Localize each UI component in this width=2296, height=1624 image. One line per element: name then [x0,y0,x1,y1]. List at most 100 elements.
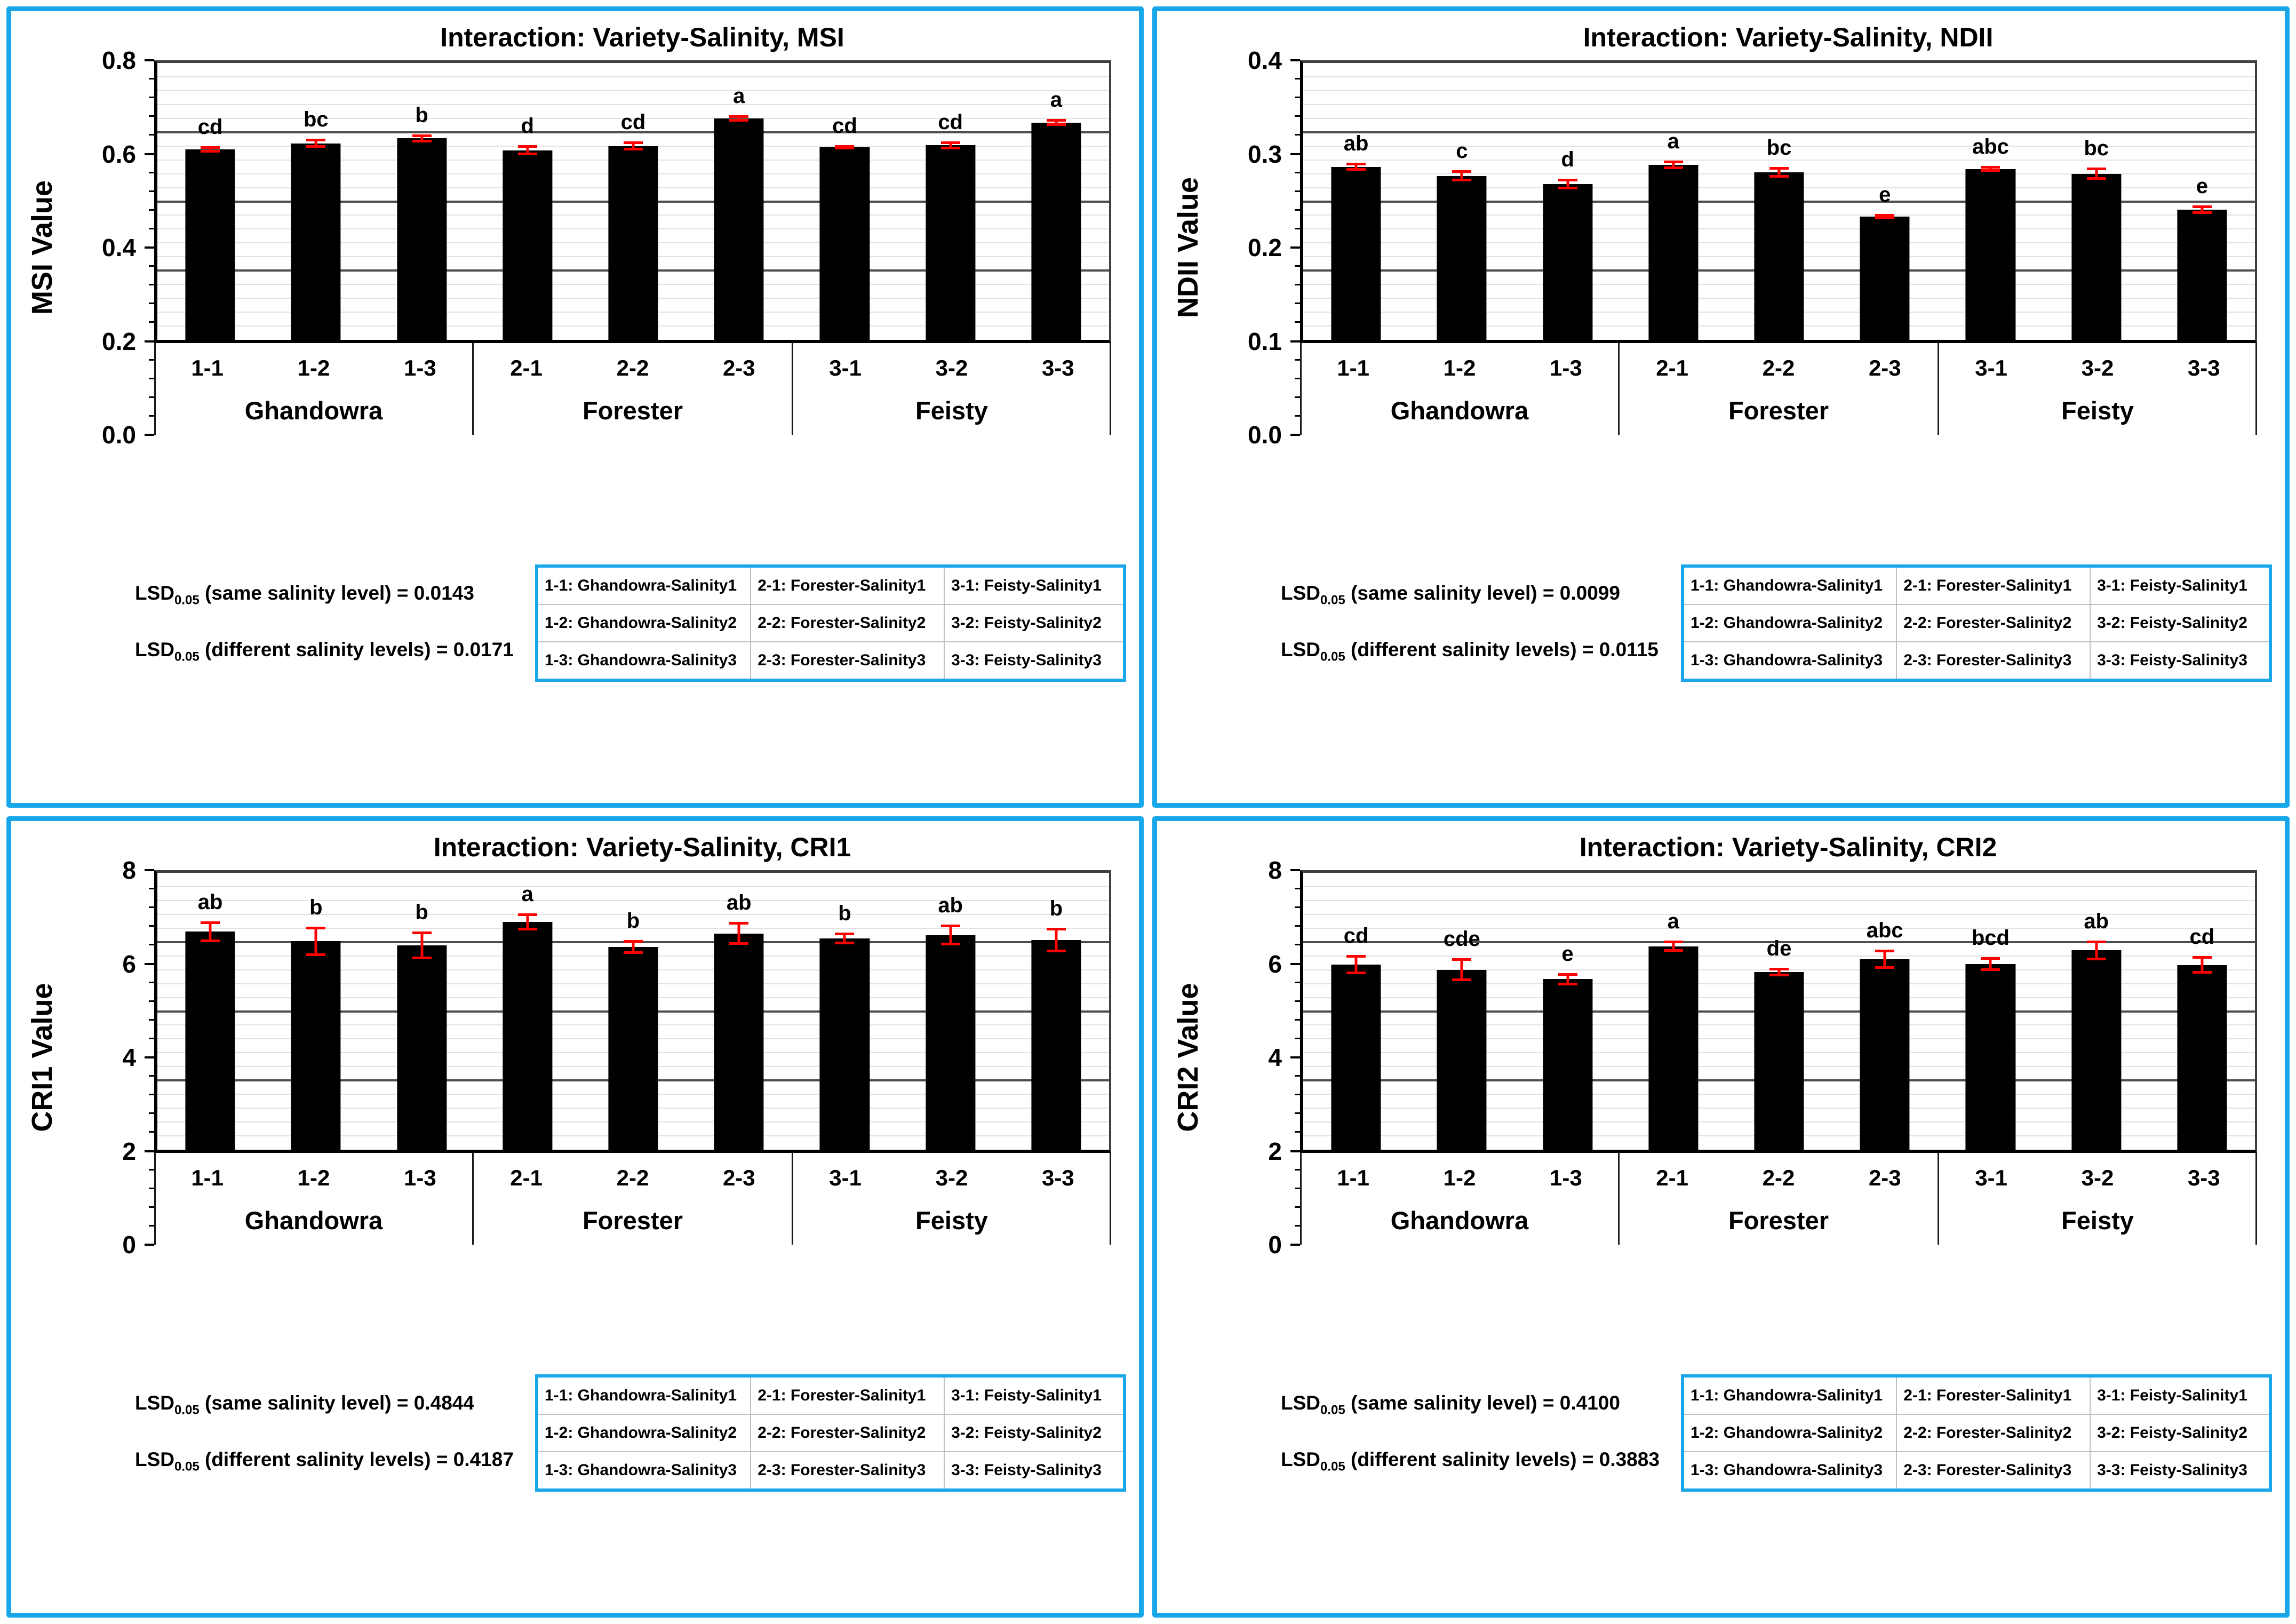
error-bar [940,925,960,946]
lsd-prefix: LSD [1281,639,1320,660]
y-tick-mark [1290,962,1300,965]
lsd-prefix: LSD [135,639,174,660]
y-tick-mark [1295,944,1300,946]
x-axis-area: 1-1 1-2 1-3 2-1 2-2 2-3 3-1 3-2 3-3 Ghandowra For… [1300,1153,2257,1245]
significance-letter: cd [620,110,646,134]
bar [503,922,553,1150]
x-tick-label: 2-3 [722,355,755,380]
y-tick-mark [1295,1187,1300,1189]
bar [1031,122,1081,340]
x-tick-label: 1-1 [1337,1165,1370,1190]
error-bar-part [1875,217,1895,220]
y-tick-mark [1290,246,1300,249]
significance-letter: e [1879,182,1891,206]
y-tick-mark [1295,97,1300,99]
lsd-same-line: LSD0.05 (same salinity level) = 0.0099 [1281,582,1659,608]
legend-grid: 1-1: Ghandowra-Salinity1 2-1: Forester-Sa… [1684,1378,2269,1488]
variety-group-label: Ghandowra [244,1206,383,1235]
error-bar-part [1354,954,1358,975]
plot-area: cd cde e a de abc bcd ab cd [1300,870,2257,1153]
bar [503,150,553,340]
x-tick-row: 1-1 1-2 1-3 2-1 2-2 2-3 3-1 3-2 3-3 [1300,343,2257,386]
error-bar [517,913,537,931]
error-bar-part [1346,168,1366,171]
significance-letter: c [1456,139,1468,163]
significance-letter: b [1049,897,1063,921]
lsd-subscript: 0.05 [174,1459,200,1474]
y-tick-mark [149,1168,154,1171]
y-axis-ticks: 0 2 4 6 8 [68,856,154,1259]
significance-letter: bc [1766,136,1792,160]
error-bar-part [940,147,960,150]
lsd-same-label: (same salinity level) = [1351,1391,1554,1414]
panel-footer: LSD0.05 (same salinity level) = 0.4844 L… [97,1259,1126,1607]
y-tick-mark [149,1018,154,1021]
chart-title: Interaction: Variety-Salinity, CRI2 [1579,832,1997,862]
significance-letter: cde [1443,927,1480,951]
y-tick-mark [149,359,154,361]
x-tick-label: 1-1 [191,1165,224,1190]
significance-letter: abc [1866,919,1903,943]
variety-group-label: Ghandowra [244,396,383,425]
error-bar-part [729,922,749,925]
chart-panel: Interaction: Variety-Salinity, MSI MSI V… [6,6,1144,808]
error-bar [729,115,749,122]
y-tick-mark [1295,888,1300,890]
y-tick-mark [1295,1094,1300,1096]
y-tick-mark [1295,415,1300,417]
variety-group-label: Forester [1728,1206,1829,1235]
gridline-minor [157,886,1109,887]
error-bar-part [1769,166,1789,170]
error-bar [1769,166,1789,178]
error-bar-part [1346,162,1366,165]
error-bar-part [835,942,855,945]
error-bar-part [412,957,432,960]
error-bar-part [526,145,529,155]
bar [1754,972,1804,1150]
error-bar-part [835,147,855,150]
error-bar [1981,166,2000,172]
legend-entry: 1-1: Ghandowra-Salinity1 [538,568,752,605]
y-tick-mark [1295,302,1300,305]
significance-letter: d [521,114,534,138]
error-bar [1663,941,1683,952]
y-tick-mark [149,1206,154,1208]
bar [1648,164,1699,340]
legend-entry: 2-1: Forester-Salinity1 [1897,568,2091,605]
legend-entry: 2-3: Forester-Salinity3 [751,642,945,679]
error-bar-part [2201,956,2204,974]
y-tick-mark [1295,171,1300,173]
legend-box: 1-1: Ghandowra-Salinity1 2-1: Forester-Sa… [535,564,1126,682]
x-tick-label: 3-2 [935,355,968,380]
y-tick-label: 0.4 [102,234,136,261]
group-separator-line [154,1153,156,1245]
error-bar [1046,928,1066,952]
error-bar-part [1883,213,1886,220]
bar [1437,969,1487,1150]
legend-entry: 3-2: Feisty-Salinity2 [2091,605,2269,642]
x-tick-row: 1-1 1-2 1-3 2-1 2-2 2-3 3-1 3-2 3-3 [1300,1153,2257,1196]
error-bar [835,933,855,945]
error-bar-part [412,932,432,935]
bar [819,938,870,1150]
y-tick-mark [145,59,154,61]
y-axis-title-wrap: CRI1 Value [17,870,68,1245]
y-tick-mark [1295,1168,1300,1171]
legend-entry: 1-3: Ghandowra-Salinity3 [1684,642,1898,679]
legend-entry: 1-1: Ghandowra-Salinity1 [1684,568,1898,605]
plot-area: ab b b a b ab b ab b [154,870,1111,1153]
lsd-diff-line: LSD0.05 (different salinity levels) = 0.… [1281,639,1659,664]
lsd-block: LSD0.05 (same salinity level) = 0.0143 L… [97,582,514,665]
variety-group-label: Ghandowra [1390,1206,1529,1235]
lsd-subscript: 0.05 [1320,1403,1345,1417]
error-bar-part [2192,211,2212,214]
y-tick-mark [1295,1018,1300,1021]
y-tick-mark [149,1037,154,1039]
group-separator-line [1110,343,1111,435]
bar [1965,169,2016,340]
legend-entry: 1-2: Ghandowra-Salinity2 [1684,605,1898,642]
y-tick-mark [149,1094,154,1096]
gridline-minor [1303,159,2255,161]
group-separator-line [1618,343,1620,435]
legend-grid: 1-1: Ghandowra-Salinity1 2-1: Forester-Sa… [1684,568,2269,679]
